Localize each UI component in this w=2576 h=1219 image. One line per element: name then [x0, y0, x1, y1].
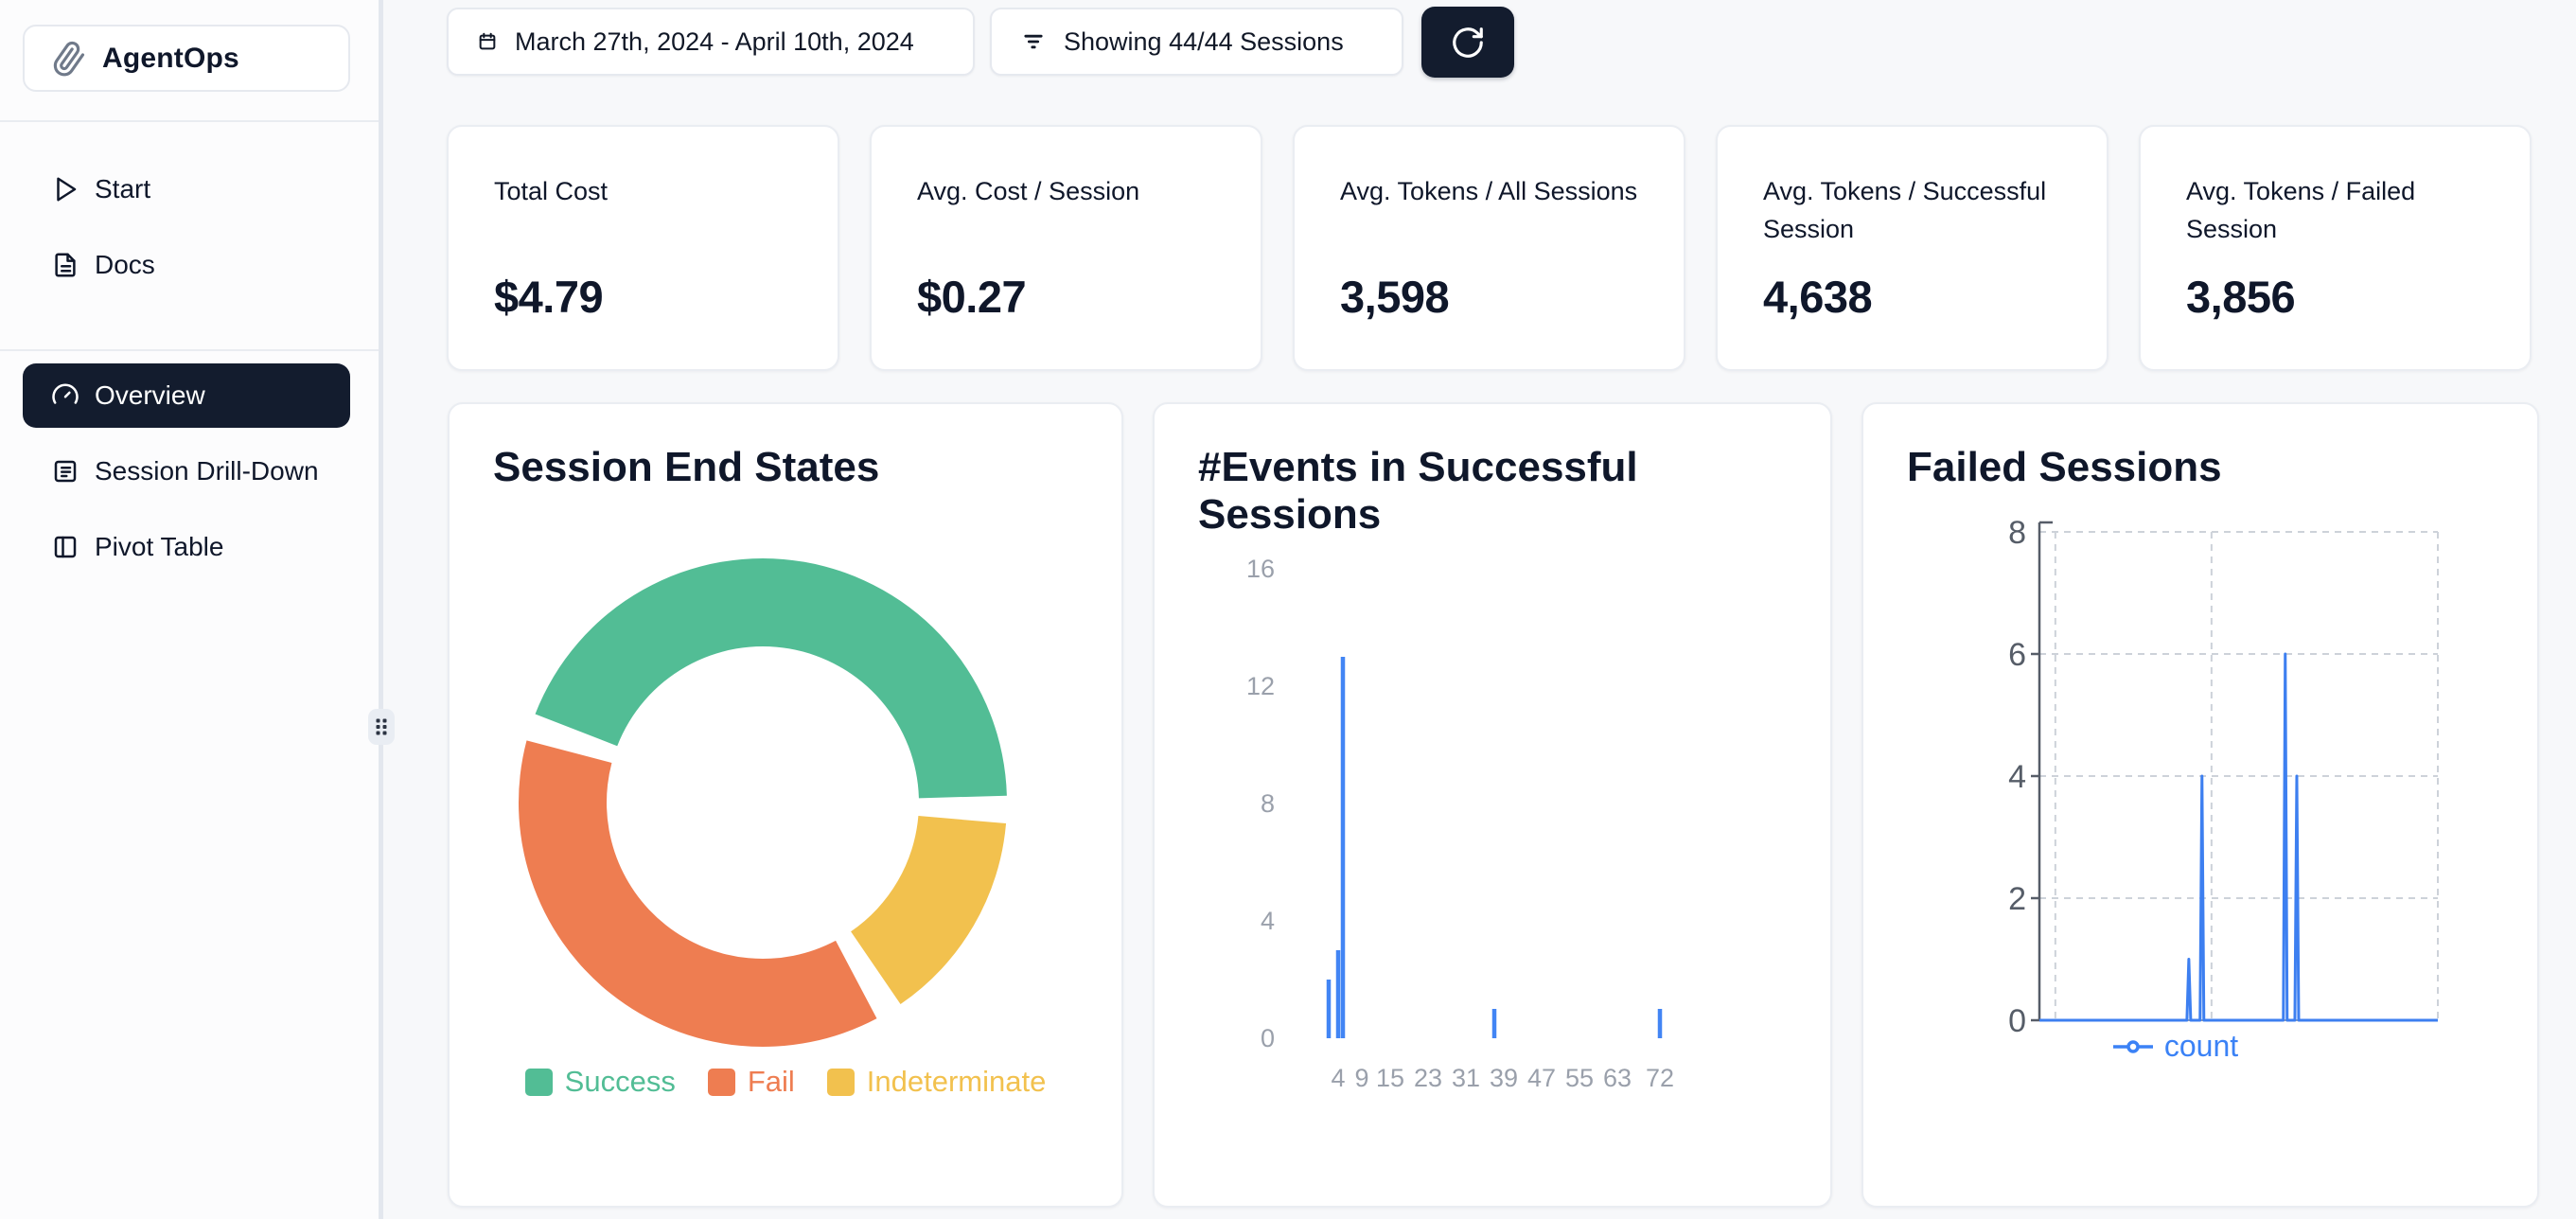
- chart-title: Failed Sessions: [1907, 444, 2222, 490]
- sidebar: AgentOps Start Docs Overview: [0, 0, 383, 1219]
- histogram-bar[interactable]: [1491, 1009, 1497, 1038]
- stat-label: Avg. Tokens / Successful Session: [1763, 177, 2047, 243]
- donut-legend: Success Fail Indeterminate: [450, 1065, 1121, 1099]
- legend-item-fail[interactable]: Fail: [707, 1065, 795, 1099]
- stat-label: Avg. Cost / Session: [917, 177, 1140, 205]
- donut-slice-fail[interactable]: [519, 740, 877, 1047]
- gauge-icon: [51, 381, 79, 410]
- stat-label: Total Cost: [494, 177, 609, 205]
- sidebar-item-label: Overview: [95, 380, 205, 410]
- y-tick-label: 16: [1246, 555, 1275, 583]
- line-series-marker-icon: [2112, 1039, 2153, 1053]
- sessions-filter-button[interactable]: Showing 44/44 Sessions: [990, 8, 1403, 76]
- chart-card-session-end-states: Session End States Success Fail Indetermin…: [448, 402, 1123, 1208]
- stat-value: $0.27: [917, 272, 1027, 322]
- sidebar-item-start[interactable]: Start: [23, 157, 350, 221]
- play-icon: [51, 175, 79, 203]
- stat-card-avg-tokens-failed: Avg. Tokens / Failed Session 3,856: [2139, 125, 2532, 371]
- app-title: AgentOps: [102, 42, 239, 74]
- x-tick-label: 55: [1565, 1064, 1594, 1092]
- y-tick-label: 2: [2008, 881, 2026, 917]
- legend-label: Success: [564, 1065, 676, 1098]
- histogram-bar[interactable]: [1326, 980, 1332, 1038]
- x-tick-label: 47: [1527, 1064, 1556, 1092]
- chart-title: Session End States: [493, 444, 880, 490]
- legend-item-success[interactable]: Success: [524, 1065, 676, 1099]
- y-tick-label: 4: [2008, 759, 2026, 795]
- stat-value: 3,856: [2186, 272, 2296, 322]
- chart-card-failed-sessions: Failed Sessions 0 2 4 6 8 count: [1861, 402, 2539, 1208]
- x-tick-label: 31: [1452, 1064, 1480, 1092]
- sidebar-item-overview[interactable]: Overview: [23, 363, 350, 428]
- sidebar-item-label: Docs: [95, 250, 155, 279]
- donut-slice-success[interactable]: [535, 558, 1007, 799]
- stat-card-avg-tokens-all: Avg. Tokens / All Sessions 3,598: [1293, 125, 1685, 371]
- y-tick-label: 0: [1261, 1024, 1275, 1052]
- histogram-bar[interactable]: [1335, 950, 1341, 1038]
- failed-sessions-line-chart: 0 2 4 6 8: [2008, 515, 2439, 1039]
- stat-value: 4,638: [1763, 272, 1873, 322]
- refresh-button[interactable]: [1421, 7, 1514, 78]
- stat-value: 3,598: [1340, 272, 1450, 322]
- y-tick-label: 8: [2008, 515, 2026, 551]
- legend-swatch: [707, 1068, 735, 1096]
- histogram-bar[interactable]: [1340, 657, 1346, 1038]
- x-tick-label: 72: [1646, 1064, 1674, 1092]
- grip-dots-icon: [376, 718, 387, 735]
- x-tick-label: 15: [1376, 1064, 1404, 1092]
- panel-left-icon: [51, 533, 79, 561]
- date-range-label: March 27th, 2024 - April 10th, 2024: [515, 26, 914, 56]
- x-tick-label: 4: [1331, 1064, 1345, 1092]
- sidebar-item-pivot-table[interactable]: Pivot Table: [23, 515, 350, 579]
- paperclip-icon: [51, 41, 87, 77]
- calendar-icon: [477, 31, 498, 52]
- y-tick-label: 4: [1261, 907, 1275, 935]
- x-tick-label: 9: [1354, 1064, 1368, 1092]
- sessions-filter-label: Showing 44/44 Sessions: [1064, 26, 1344, 56]
- stat-card-avg-tokens-successful: Avg. Tokens / Successful Session 4,638: [1716, 125, 2108, 371]
- sidebar-item-docs[interactable]: Docs: [23, 233, 350, 297]
- x-tick-label: 63: [1603, 1064, 1632, 1092]
- x-tick-label: 39: [1490, 1064, 1518, 1092]
- stat-value: $4.79: [494, 272, 604, 322]
- legend-label: Indeterminate: [866, 1065, 1047, 1098]
- stat-card-total-cost: Total Cost $4.79: [447, 125, 839, 371]
- legend-swatch: [826, 1068, 855, 1096]
- sidebar-item-label: Start: [95, 174, 151, 203]
- list-document-icon: [51, 457, 79, 486]
- app-logo[interactable]: AgentOps: [23, 25, 350, 92]
- donut-slice-indeterminate[interactable]: [851, 816, 1007, 1005]
- legend-item-indeterminate[interactable]: Indeterminate: [826, 1065, 1047, 1099]
- count-legend-label: count: [2163, 1029, 2239, 1063]
- session-end-states-donut: [519, 558, 1007, 1047]
- sidebar-divider-middle: [0, 349, 379, 351]
- sidebar-divider-top: [0, 120, 379, 122]
- stat-label: Avg. Tokens / All Sessions: [1340, 177, 1638, 205]
- legend-label: Fail: [747, 1065, 795, 1098]
- sidebar-item-label: Pivot Table: [95, 532, 224, 561]
- sidebar-resize-handle[interactable]: [368, 709, 395, 745]
- chart-title: #Events in Successful Sessions: [1198, 444, 1638, 538]
- filter-icon: [1020, 28, 1047, 55]
- sidebar-item-session-drill-down[interactable]: Session Drill-Down: [23, 439, 350, 504]
- date-range-button[interactable]: March 27th, 2024 - April 10th, 2024: [447, 8, 975, 76]
- refresh-icon: [1450, 25, 1486, 61]
- document-icon: [51, 251, 79, 279]
- stat-card-avg-cost-session: Avg. Cost / Session $0.27: [870, 125, 1262, 371]
- histogram-bar[interactable]: [1657, 1009, 1663, 1038]
- y-tick-label: 6: [2008, 637, 2026, 673]
- count-line-series[interactable]: [2039, 652, 2438, 1022]
- chart-card-events-histogram: #Events in Successful Sessions 0 4 8 12 16 4 9…: [1153, 402, 1832, 1208]
- y-tick-label: 12: [1246, 672, 1275, 700]
- y-tick-label: 0: [2008, 1003, 2026, 1039]
- y-tick-label: 8: [1261, 789, 1275, 818]
- sidebar-item-label: Session Drill-Down: [95, 456, 319, 486]
- count-legend[interactable]: count: [1920, 1029, 2431, 1064]
- stat-label: Avg. Tokens / Failed Session: [2186, 177, 2416, 243]
- legend-swatch: [524, 1068, 553, 1096]
- x-tick-label: 23: [1414, 1064, 1442, 1092]
